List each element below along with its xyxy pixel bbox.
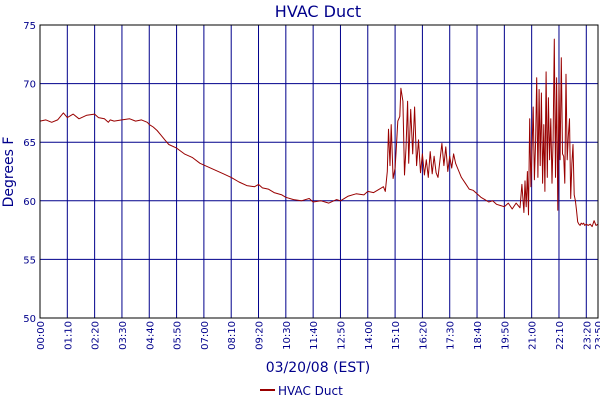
grid-lines xyxy=(39,24,599,319)
series-line-hvac-duct xyxy=(39,38,599,228)
legend-label: HVAC Duct xyxy=(278,384,343,398)
legend: HVAC Duct xyxy=(260,384,343,398)
x-tick-label: 04:40 xyxy=(145,321,156,350)
x-tick-label: 23:50 xyxy=(594,321,600,350)
y-tick-label: 75 xyxy=(23,21,36,32)
x-tick-label: 16:20 xyxy=(418,321,429,350)
y-tick-labels: 50 55 60 65 70 75 xyxy=(23,21,36,325)
x-tick-label: 17:30 xyxy=(446,321,457,350)
x-tick-label: 21:00 xyxy=(528,321,539,350)
x-tick-label: 11:40 xyxy=(309,321,320,350)
x-tick-label: 10:30 xyxy=(282,321,293,350)
series-layer xyxy=(39,38,599,228)
plot-frame xyxy=(39,24,599,319)
y-axis-label: Degrees F xyxy=(1,137,17,208)
x-tick-label: 14:00 xyxy=(364,321,375,350)
y-tick-label: 65 xyxy=(23,138,36,149)
x-tick-label: 05:50 xyxy=(173,321,184,350)
x-tick-label: 19:50 xyxy=(500,321,511,350)
x-tick-labels: 00:00 01:10 02:20 03:30 04:40 05:50 07:00 08:10… xyxy=(36,321,600,350)
y-tick-label: 60 xyxy=(23,197,36,208)
y-tick-label: 55 xyxy=(23,255,36,266)
x-tick-label: 08:10 xyxy=(227,321,238,350)
x-tick-label: 15:10 xyxy=(391,321,402,350)
x-tick-label: 03:30 xyxy=(118,321,129,350)
y-tick-label: 50 xyxy=(23,314,36,325)
x-tick-label: 23:20 xyxy=(582,321,593,350)
chart-title: HVAC Duct xyxy=(275,2,361,21)
x-tick-label: 12:50 xyxy=(336,321,347,350)
x-tick-label: 22:10 xyxy=(555,321,566,350)
x-tick-label: 00:00 xyxy=(36,321,47,350)
x-tick-label: 07:00 xyxy=(200,321,211,350)
x-tick-label: 18:40 xyxy=(473,321,484,350)
y-tick-label: 70 xyxy=(23,80,36,91)
x-tick-label: 01:10 xyxy=(63,321,74,350)
x-tick-label: 02:20 xyxy=(91,321,102,350)
x-axis-label: 03/20/08 (EST) xyxy=(266,360,371,376)
x-tick-label: 09:20 xyxy=(255,321,266,350)
